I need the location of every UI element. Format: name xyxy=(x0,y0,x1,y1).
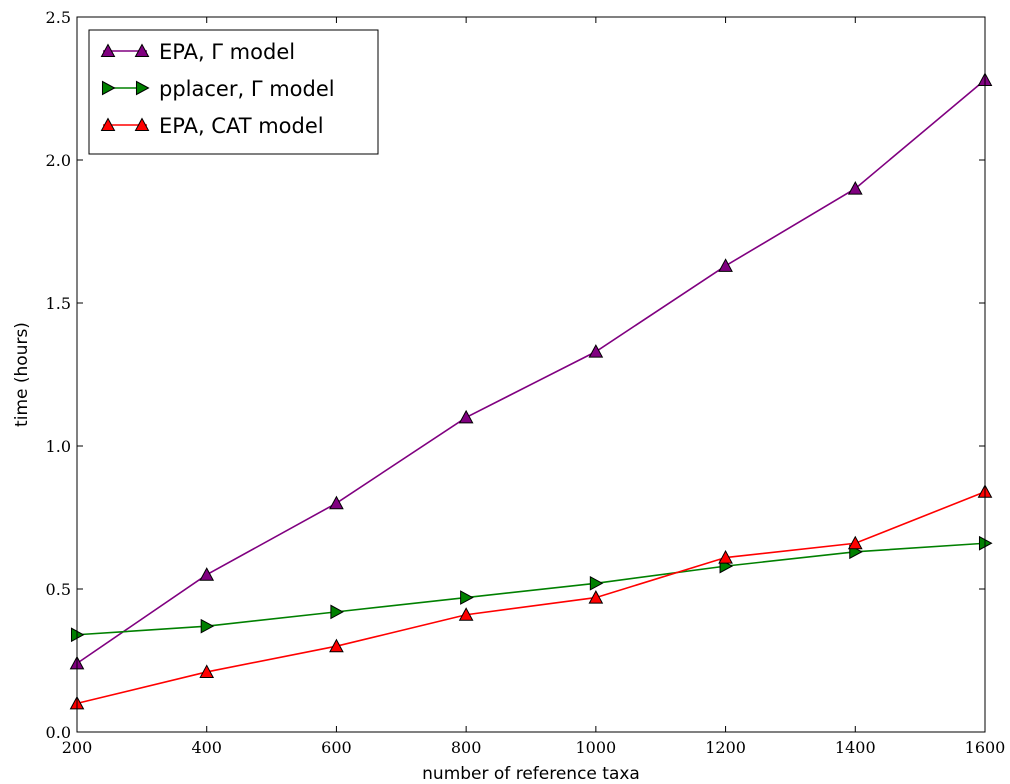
legend-label: pplacer, Γ model xyxy=(159,77,335,101)
data-point xyxy=(847,535,863,550)
data-point xyxy=(460,590,474,605)
y-tick-label: 2.5 xyxy=(46,8,71,27)
y-tick-label: 0.5 xyxy=(46,580,71,599)
x-tick-label: 800 xyxy=(451,738,482,757)
data-point xyxy=(330,604,344,620)
data-point xyxy=(199,567,215,581)
x-tick-label: 1400 xyxy=(835,738,876,757)
x-tick-label: 600 xyxy=(321,738,352,757)
x-tick-label: 200 xyxy=(62,738,93,757)
data-point xyxy=(458,607,474,621)
data-point xyxy=(200,618,215,634)
legend-marker xyxy=(100,117,116,132)
data-point xyxy=(329,638,344,653)
data-point xyxy=(588,344,604,358)
series-line xyxy=(76,491,986,705)
x-tick-label: 1200 xyxy=(705,738,746,757)
legend: EPA, Γ model pplacer, Γ model EPA, CAT mod… xyxy=(88,29,379,155)
legend-label: EPA, Γ model xyxy=(159,40,295,64)
tick-labels: 200 400 600 800 1000 1200 1400 1600 0.0 0.5 1.0 1.5… xyxy=(46,8,1006,757)
y-tick-label: 1.0 xyxy=(46,437,71,456)
data-point xyxy=(718,258,733,272)
legend-marker xyxy=(134,117,150,132)
legend-marker xyxy=(100,43,116,58)
legend-item: pplacer, Γ model xyxy=(101,77,335,101)
data-point xyxy=(847,181,863,195)
x-axis-label: number of reference taxa xyxy=(422,764,640,784)
data-point xyxy=(199,664,215,678)
data-point xyxy=(329,495,344,510)
data-point xyxy=(718,549,733,564)
data-point xyxy=(588,590,604,604)
series-group xyxy=(69,72,993,670)
x-tick-label: 1600 xyxy=(965,738,1006,757)
legend-marker xyxy=(134,43,150,58)
series-layer xyxy=(69,72,993,710)
series-line xyxy=(76,79,986,665)
y-axis-label: time (hours) xyxy=(12,322,32,427)
x-tick-label: 1000 xyxy=(575,738,616,757)
series-group xyxy=(69,484,993,710)
legend-marker xyxy=(135,80,150,96)
y-tick-label: 1.5 xyxy=(46,294,71,313)
data-point xyxy=(458,409,474,424)
y-tick-label: 2.0 xyxy=(46,151,71,170)
legend-label: EPA, CAT model xyxy=(159,114,324,138)
plot-frame xyxy=(76,16,986,733)
legend-item: EPA, Γ model xyxy=(100,40,295,64)
legend-item: EPA, CAT model xyxy=(100,114,324,138)
y-tick-label: 0.0 xyxy=(46,723,71,742)
data-point xyxy=(589,575,604,591)
x-tick-label: 400 xyxy=(191,738,222,757)
legend-marker xyxy=(101,80,116,96)
series-line xyxy=(76,542,986,636)
